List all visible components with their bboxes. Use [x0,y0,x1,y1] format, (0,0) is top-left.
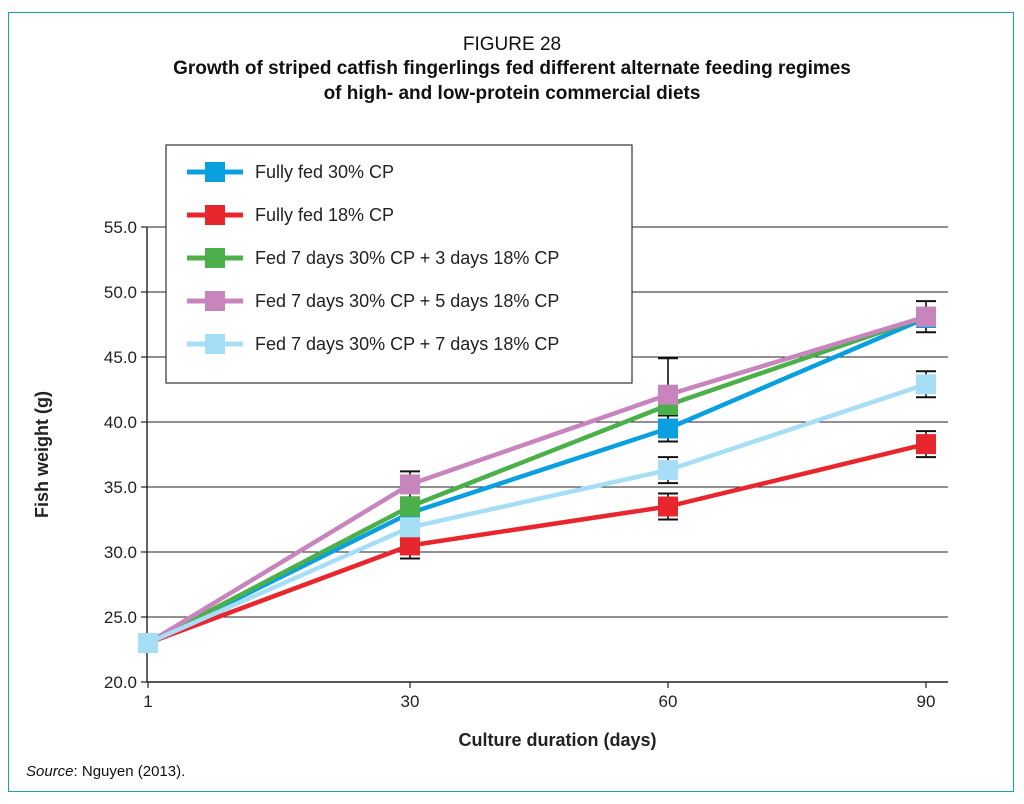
legend-swatch-marker [205,334,225,354]
y-tick-label: 55.0 [104,218,137,237]
x-axis-title: Culture duration (days) [458,730,656,750]
data-point-s1-60 [658,418,678,439]
data-point-s3-30 [400,496,420,517]
legend-swatch-marker [205,205,225,225]
axes: 20.0 25.0 30.0 35.0 40.0 45.0 50.0 55.0 1 30 60 90 C… [32,218,948,750]
legend: Fully fed 30% CP Fully fed 18% CP Fed 7 da… [165,144,633,384]
data-point-s2-90 [916,434,936,455]
source-label: Source [26,763,74,780]
series-line-2 [147,441,927,646]
y-axis-title: Fish weight (g) [32,391,52,518]
legend-box [165,144,633,384]
series-line-5 [147,382,927,646]
data-point-s5-30 [400,517,420,538]
y-tick-label: 40.0 [104,413,137,432]
legend-label: Fed 7 days 30% CP + 3 days 18% CP [255,248,559,268]
series-line-4 [146,314,927,645]
figure-title-line-2: of high- and low-protein commercial diet… [323,83,701,104]
y-tick-label: 20.0 [104,673,137,692]
legend-label: Fed 7 days 30% CP + 7 days 18% CP [255,334,559,354]
data-point-s4-30 [400,474,420,495]
y-tick-label: 50.0 [104,283,137,302]
data-point-s2-30 [400,535,420,556]
x-tick-label: 30 [401,692,420,711]
legend-item-2: Fully fed 18% CP [187,205,394,225]
y-tick-label: 25.0 [104,608,137,627]
source-note: Source: Nguyen (2013). [26,763,185,780]
x-tick-label: 90 [917,692,936,711]
data-point-s5-1 [138,633,158,653]
data-point-s4-60 [658,384,678,405]
legend-swatch-marker [205,248,225,268]
data-point-s2-60 [658,496,678,517]
y-tick-label: 45.0 [104,348,137,367]
series-line-1 [146,315,927,646]
source-text: : Nguyen (2013). [73,763,186,780]
figure-frame [8,12,1014,792]
legend-swatch-marker [205,291,225,311]
legend-item-4: Fed 7 days 30% CP + 5 days 18% CP [187,291,559,311]
series-line-3 [146,314,927,645]
x-tick-label: 1 [143,692,152,711]
figure-title-line-1: Growth of striped catfish fingerlings fe… [173,58,851,79]
figure-title: Growth of striped catfish fingerlings fe… [60,56,964,106]
legend-swatch-marker [205,162,225,182]
y-tick-label: 30.0 [104,543,137,562]
data-point-s5-90 [916,374,936,395]
legend-label: Fully fed 18% CP [255,205,394,225]
series-group [138,300,936,653]
x-tick-label: 60 [659,692,678,711]
legend-item-1: Fully fed 30% CP [187,162,394,182]
data-point-s4-90 [916,306,936,327]
figure-number: FIGURE 28 [462,34,562,55]
data-point-s5-60 [658,460,678,481]
legend-label: Fully fed 30% CP [255,162,394,182]
legend-item-5: Fed 7 days 30% CP + 7 days 18% CP [187,334,559,354]
legend-label: Fed 7 days 30% CP + 5 days 18% CP [255,291,559,311]
legend-item-3: Fed 7 days 30% CP + 3 days 18% CP [187,248,559,268]
y-tick-label: 35.0 [104,478,137,497]
